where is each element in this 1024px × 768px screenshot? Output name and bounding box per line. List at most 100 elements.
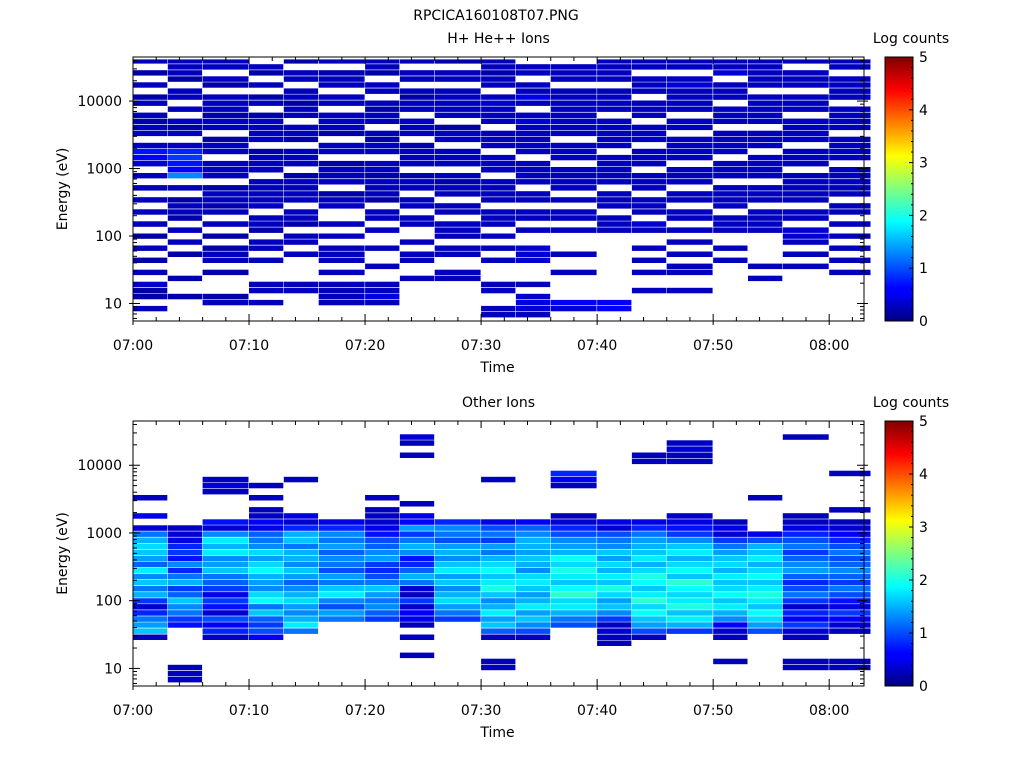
heatmap-cell xyxy=(365,616,400,622)
heatmap-cell xyxy=(202,142,249,149)
heatmap-cell xyxy=(202,148,249,155)
heatmap-cell xyxy=(515,610,551,616)
heatmap-cell xyxy=(249,167,284,173)
heatmap-cell xyxy=(318,549,365,556)
heatmap-cell xyxy=(515,592,551,598)
heatmap-cell xyxy=(748,275,783,282)
heatmap-cell xyxy=(167,59,203,64)
heatmap-cell xyxy=(666,573,713,580)
heatmap-cell xyxy=(481,567,516,574)
x-tick-label: 07:50 xyxy=(693,338,733,354)
heatmap-cell xyxy=(481,476,516,483)
heatmap-cell xyxy=(782,263,829,270)
heatmap-cell xyxy=(283,598,319,604)
heatmap-cell xyxy=(713,148,748,155)
heatmap-cell xyxy=(666,179,713,185)
heatmap-cell xyxy=(399,452,435,458)
heatmap-cell xyxy=(597,573,632,580)
heatmap-cell xyxy=(365,573,400,580)
heatmap-cell xyxy=(713,610,748,616)
heatmap-cell xyxy=(631,227,667,233)
heatmap-cell xyxy=(249,555,284,562)
heatmap-cell xyxy=(167,586,203,592)
heatmap-cell xyxy=(365,287,400,294)
heatmap-cell xyxy=(748,142,783,149)
heatmap-cell xyxy=(283,106,319,112)
heatmap-cell xyxy=(202,598,249,604)
heatmap-cell xyxy=(167,561,203,568)
heatmap-cell xyxy=(365,160,400,167)
heatmap-cell xyxy=(713,604,748,610)
heatmap-cell xyxy=(481,94,516,100)
heatmap-cell xyxy=(434,94,481,100)
heatmap-cell xyxy=(782,148,829,155)
heatmap-cell xyxy=(515,118,551,124)
heatmap-cell xyxy=(515,549,551,556)
heatmap-cell xyxy=(515,215,551,221)
heatmap-cell xyxy=(133,634,168,640)
heatmap-cell xyxy=(202,537,249,543)
colorbar-tick-label: 2 xyxy=(919,573,928,589)
heatmap-cell xyxy=(782,124,829,131)
heatmap-cell xyxy=(666,287,713,294)
heatmap-cell xyxy=(597,616,632,622)
heatmap-cell xyxy=(481,549,516,556)
heatmap-cell xyxy=(666,592,713,598)
heatmap-cell xyxy=(133,269,168,276)
heatmap-cell xyxy=(167,537,203,543)
heatmap-cell xyxy=(829,561,871,568)
heatmap-cell xyxy=(829,88,871,94)
heatmap-cell xyxy=(666,263,713,270)
heatmap-cell xyxy=(550,64,597,70)
heatmap-cell xyxy=(249,215,284,221)
heatmap-cell xyxy=(713,112,748,118)
heatmap-cell xyxy=(249,513,284,519)
heatmap-cell xyxy=(318,616,365,622)
heatmap-cell xyxy=(748,616,783,622)
heatmap-cell xyxy=(515,579,551,586)
heatmap-cell xyxy=(515,257,551,263)
heatmap-cell xyxy=(283,100,319,106)
heatmap-cell xyxy=(666,76,713,82)
heatmap-cell xyxy=(550,598,597,604)
heatmap-cell xyxy=(631,604,667,610)
heatmap-cell xyxy=(167,197,203,203)
heatmap-cell xyxy=(666,440,713,446)
heatmap-cell xyxy=(202,549,249,556)
heatmap-cell xyxy=(550,179,597,185)
heatmap-cell xyxy=(399,100,435,106)
heatmap-cell xyxy=(550,130,597,137)
heatmap-cell xyxy=(399,160,435,167)
heatmap-cell xyxy=(133,173,168,179)
heatmap-cell xyxy=(202,82,249,88)
heatmap-cell xyxy=(202,76,249,82)
heatmap-cell xyxy=(434,616,481,622)
heatmap-cell xyxy=(249,82,284,88)
heatmap-cell xyxy=(515,173,551,179)
heatmap-cell xyxy=(481,634,516,640)
heatmap-cell xyxy=(202,488,249,495)
heatmap-cell xyxy=(249,191,284,197)
heatmap-cell xyxy=(133,112,168,118)
heatmap-cell xyxy=(515,567,551,574)
heatmap-cell xyxy=(550,610,597,616)
heatmap-cell xyxy=(481,525,516,531)
colorbar-tick-label: 1 xyxy=(919,261,928,277)
heatmap-cell xyxy=(748,579,783,586)
heatmap-cell xyxy=(318,179,365,185)
heatmap-cell xyxy=(550,549,597,556)
heatmap-cell xyxy=(782,610,829,616)
heatmap-cell xyxy=(249,616,284,622)
heatmap-cell xyxy=(318,112,365,118)
heatmap-cell xyxy=(829,106,871,112)
heatmap-cell xyxy=(249,507,284,513)
heatmap-cell xyxy=(481,185,516,191)
heatmap-cell xyxy=(318,555,365,562)
heatmap-cell xyxy=(318,148,365,155)
heatmap-cell xyxy=(399,251,435,257)
heatmap-cell xyxy=(597,106,632,112)
heatmap-cell xyxy=(249,586,284,592)
heatmap-cell xyxy=(829,269,871,276)
heatmap-cell xyxy=(597,179,632,185)
heatmap-cell xyxy=(283,555,319,562)
